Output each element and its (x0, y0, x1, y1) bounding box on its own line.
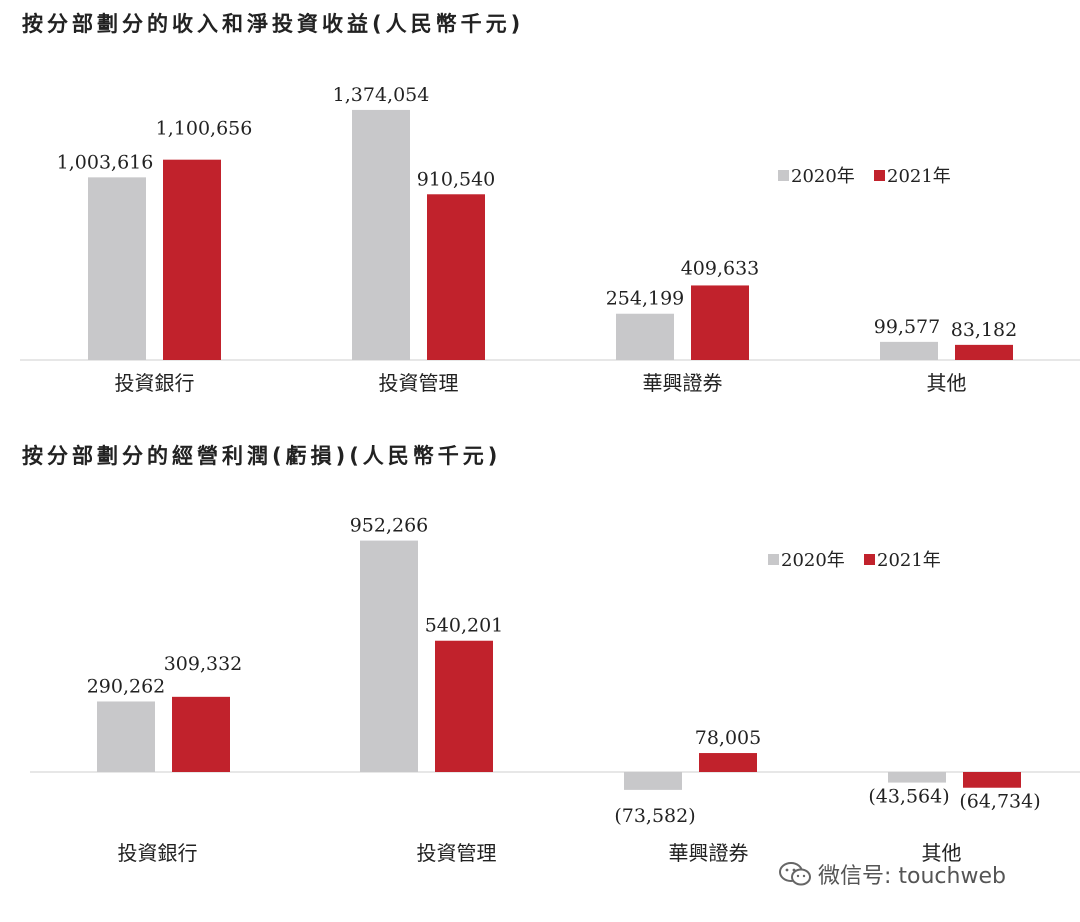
bar-op-2020-2 (624, 772, 682, 790)
category-label-rev-2: 華興證券 (643, 371, 723, 395)
value-label-rev-2020-0: 1,003,616 (57, 151, 154, 173)
legend-swatch-2020 (778, 170, 789, 181)
category-label-op-3: 其他 (922, 841, 962, 865)
category-label-op-0: 投資銀行 (118, 841, 198, 865)
value-label-rev-2021-1: 910,540 (417, 168, 496, 190)
bar-rev-2020-1 (352, 109, 410, 360)
value-label-rev-2021-0: 1,100,656 (156, 118, 253, 140)
value-label-rev-2020-3: 99,577 (874, 316, 940, 338)
bar-rev-2021-1 (427, 194, 485, 360)
bar-op-2020-3 (888, 772, 946, 783)
value-label-op-2020-0: 290,262 (87, 675, 166, 697)
chart-title-revenue: 按分部劃分的收入和淨投資收益(人民幣千元) (22, 12, 525, 36)
legend-swatch-2020 (768, 554, 779, 565)
value-label-op-2021-2: 78,005 (695, 727, 761, 749)
bar-op-2021-3 (963, 772, 1021, 788)
bar-rev-2020-3 (880, 341, 938, 360)
category-label-op-2: 華興證券 (669, 841, 749, 865)
watermark-text: 微信号: touchweb (818, 864, 1006, 889)
value-label-op-2020-3: (43,564) (868, 786, 949, 808)
legend-label-2021: 2021年 (877, 550, 941, 571)
value-label-op-2021-0: 309,332 (164, 653, 243, 675)
wechat-icon (779, 862, 811, 886)
chart-title-operating-profit: 按分部劃分的經營利潤(虧損)(人民幣千元) (22, 444, 502, 468)
bar-rev-2021-2 (691, 285, 749, 360)
bar-rev-2021-0 (163, 159, 221, 360)
category-label-op-1: 投資管理 (417, 841, 497, 865)
value-label-rev-2021-2: 409,633 (681, 257, 760, 279)
legend-swatch-2021 (864, 554, 875, 565)
category-label-rev-3: 其他 (927, 371, 967, 395)
legend-label-2020: 2020年 (781, 550, 845, 571)
value-label-op-2020-2: (73,582) (614, 805, 695, 827)
bar-op-2020-0 (97, 701, 155, 772)
bar-op-2020-1 (360, 540, 418, 772)
value-label-rev-2021-3: 83,182 (951, 319, 1017, 341)
value-label-rev-2020-2: 254,199 (606, 288, 685, 310)
value-label-op-2021-3: (64,734) (959, 791, 1040, 813)
value-label-rev-2020-1: 1,374,054 (333, 84, 430, 106)
bar-op-2021-1 (435, 640, 493, 772)
value-label-op-2021-1: 540,201 (425, 615, 504, 637)
bar-op-2021-0 (172, 696, 230, 772)
watermark: 微信号: touchweb (778, 858, 1006, 890)
category-label-rev-1: 投資管理 (379, 371, 459, 395)
bar-rev-2020-2 (616, 313, 674, 360)
legend-swatch-2021 (874, 170, 885, 181)
value-label-op-2020-1: 952,266 (350, 515, 429, 537)
bar-rev-2021-3 (955, 344, 1013, 360)
legend-label-2020: 2020年 (791, 166, 855, 187)
legend-label-2021: 2021年 (887, 166, 951, 187)
bar-rev-2020-0 (88, 177, 146, 360)
category-label-rev-0: 投資銀行 (115, 371, 195, 395)
bar-op-2021-2 (699, 753, 757, 772)
